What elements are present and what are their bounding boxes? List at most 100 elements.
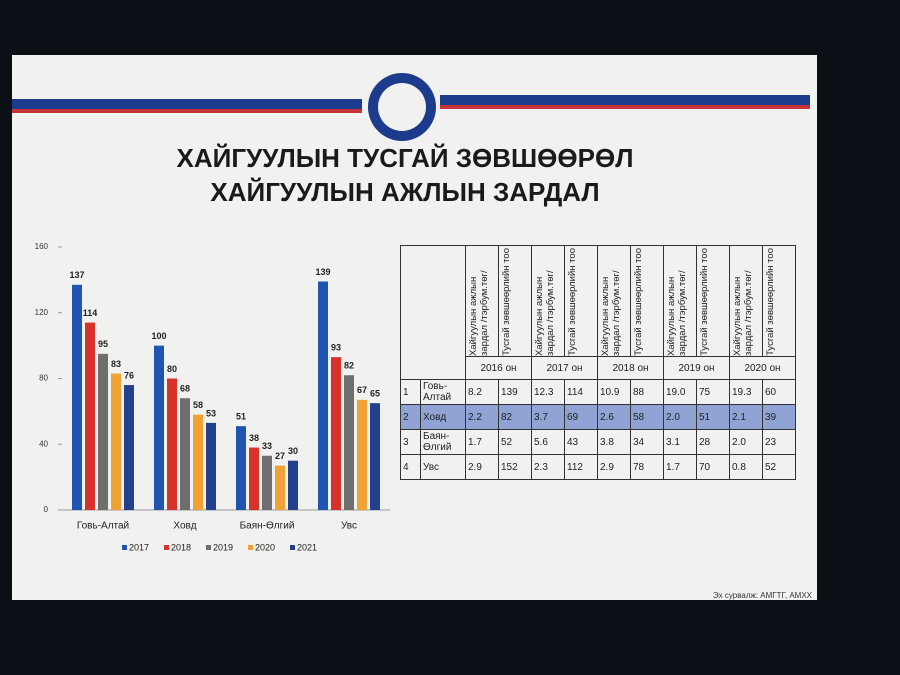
band-right-red: [440, 105, 810, 109]
column-header: Хайгуулын ажлын зардал /тэрбум.төг/: [531, 245, 565, 357]
column-header: Хайгуулын ажлын зардал /тэрбум.төг/: [465, 245, 499, 357]
table-cell: 43: [564, 429, 598, 455]
bar: [236, 426, 246, 510]
data-label: 76: [124, 370, 134, 380]
bar: [318, 281, 328, 510]
table-cell: 82: [498, 404, 532, 430]
data-label: 38: [249, 433, 259, 443]
x-tick-label: Баян-Өлгий: [240, 521, 295, 532]
table-cell: 4: [400, 454, 421, 480]
table-row: 1 Говь-Алтай 8.2 139 12.3 114 10.9 88 19.0 75 19.3…: [400, 379, 796, 405]
bar: [370, 403, 380, 510]
header-text: Тусгай зөвшөөрлийн тоо: [567, 248, 578, 356]
header-text: Тусгай зөвшөөрлийн тоо: [699, 248, 710, 356]
table-cell: 2.6: [597, 404, 631, 430]
bar: [111, 373, 121, 510]
y-tick-label: 80: [39, 374, 48, 383]
bar: [249, 447, 259, 510]
table-cell: Говь-Алтай: [420, 379, 466, 405]
table-cell: 51: [696, 404, 730, 430]
table-cell: 78: [630, 454, 664, 480]
bar: [193, 414, 203, 510]
table-cell: 5.6: [531, 429, 565, 455]
header-text: Тусгай зөвшөөрлийн тоо: [633, 248, 644, 356]
table-cell: 52: [498, 429, 532, 455]
y-tick-label: 0: [44, 505, 49, 514]
y-tick-label: 160: [35, 242, 49, 251]
table-cell: 3: [400, 429, 421, 455]
table-cell: Ховд: [420, 404, 466, 430]
table-row: 2 Ховд 2.2 82 3.7 69 2.6 58 2.0 51 2.1 39: [400, 404, 796, 430]
table-cell: 114: [564, 379, 598, 405]
bar: [124, 385, 134, 510]
table-cell: 1: [400, 379, 421, 405]
bar: [344, 375, 354, 510]
table-row: 3 Баян-Өлгий 1.7 52 5.6 43 3.8 34 3.1 28 2.0 23: [400, 429, 796, 455]
table-cell: 1.7: [465, 429, 499, 455]
column-header: Тусгай зөвшөөрлийн тоо: [564, 245, 598, 357]
table-cell: 12.3: [531, 379, 565, 405]
table-cell: 75: [696, 379, 730, 405]
table-cell: 70: [696, 454, 730, 480]
table-cell: 0.8: [729, 454, 763, 480]
table-cell: 2.2: [465, 404, 499, 430]
data-label: 65: [370, 389, 380, 399]
table-cell: 2.9: [597, 454, 631, 480]
y-tick-label: 40: [39, 439, 48, 448]
data-label: 137: [69, 270, 84, 280]
table-cell: 2: [400, 404, 421, 430]
header-row: Хайгуулын ажлын зардал /тэрбум.төг/Тусга…: [400, 245, 796, 380]
data-label: 80: [167, 364, 177, 374]
table-cell: 88: [630, 379, 664, 405]
data-label: 114: [83, 308, 98, 318]
data-label: 82: [344, 361, 354, 371]
header-text: Хайгуулын ажлын зардал /тэрбум.төг/: [534, 270, 556, 356]
x-tick-label: Увс: [341, 521, 357, 532]
table-cell: 3.7: [531, 404, 565, 430]
legend-label: 2020: [255, 542, 275, 552]
data-label: 93: [331, 343, 341, 353]
bar: [331, 357, 341, 510]
table-cell: 2.9: [465, 454, 499, 480]
data-label: 53: [206, 408, 216, 418]
table-cell: 2.0: [663, 404, 697, 430]
table-cell: 19.0: [663, 379, 697, 405]
year-header: 2016 он: [465, 356, 532, 380]
table-cell: 10.9: [597, 379, 631, 405]
table-cell: Баян-Өлгий: [420, 429, 466, 455]
legend-label: 2018: [171, 542, 191, 552]
table-cell: Увс: [420, 454, 466, 480]
table-cell: 2.0: [729, 429, 763, 455]
year-header: 2019 он: [663, 356, 730, 380]
legend-swatch: [248, 545, 253, 550]
header-text: Хайгуулын ажлын зардал /тэрбум.төг/: [732, 270, 754, 356]
header-text: Тусгай зөвшөөрлийн тоо: [765, 248, 776, 356]
data-label: 68: [180, 384, 190, 394]
table-row: 4 Увс 2.9 152 2.3 112 2.9 78 1.7 70 0.8 52: [400, 454, 796, 480]
table-cell: 139: [498, 379, 532, 405]
column-header: Тусгай зөвшөөрлийн тоо: [498, 245, 532, 357]
x-tick-label: Ховд: [173, 521, 196, 532]
table-cell: 60: [762, 379, 796, 405]
table-cell: 112: [564, 454, 598, 480]
bar: [357, 399, 367, 510]
column-header: Тусгай зөвшөөрлийн тоо: [762, 245, 796, 357]
legend-swatch: [164, 545, 169, 550]
band-right: [440, 95, 810, 105]
header-text: Тусгай зөвшөөрлийн тоо: [501, 248, 512, 356]
table-cell: 28: [696, 429, 730, 455]
data-label: 27: [275, 451, 285, 461]
corner-cell: [400, 245, 466, 380]
column-header: Хайгуулын ажлын зардал /тэрбум.төг/: [597, 245, 631, 357]
bar: [72, 284, 82, 510]
y-tick-label: 120: [35, 308, 49, 317]
bar: [167, 378, 177, 510]
legend-swatch: [206, 545, 211, 550]
data-label: 95: [98, 339, 108, 349]
column-header: Тусгай зөвшөөрлийн тоо: [630, 245, 664, 357]
header-text: Хайгуулын ажлын зардал /тэрбум.төг/: [600, 270, 622, 356]
data-table: Хайгуулын ажлын зардал /тэрбум.төг/Тусга…: [400, 245, 796, 480]
table-cell: 152: [498, 454, 532, 480]
x-tick-label: Говь-Алтай: [77, 521, 129, 532]
